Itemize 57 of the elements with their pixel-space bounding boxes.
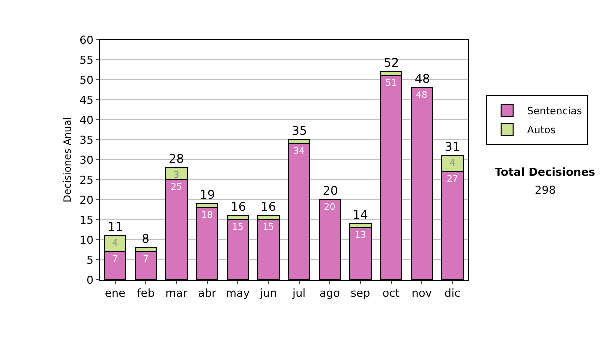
- data-label: 15: [232, 223, 244, 233]
- y-tick-label: 60: [80, 34, 94, 47]
- data-label: 7: [143, 255, 149, 265]
- x-tick-label: feb: [137, 287, 155, 300]
- total-label: 48: [415, 72, 430, 86]
- data-label: 25: [170, 183, 182, 193]
- total-label: 19: [200, 188, 216, 202]
- total-label: 14: [353, 208, 368, 222]
- x-tick-label: jul: [292, 287, 306, 300]
- total-label: 16: [261, 200, 276, 214]
- y-tick-label: 10: [80, 234, 94, 247]
- total-label: 11: [108, 220, 124, 234]
- data-label: 51: [386, 79, 398, 89]
- data-label: 18: [201, 211, 214, 221]
- y-tick-label: 40: [80, 114, 94, 127]
- y-tick-label: 35: [80, 134, 94, 147]
- y-tick-label: 30: [80, 154, 94, 167]
- data-label: 15: [262, 223, 274, 233]
- text: 298: [535, 184, 556, 197]
- y-tick-label: 25: [80, 174, 94, 187]
- total-label: 28: [169, 152, 184, 166]
- y-axis-title: Decisiones Anual: [62, 117, 74, 203]
- y-tick-label: 15: [80, 214, 94, 227]
- data-label: 7: [112, 255, 118, 265]
- y-tick-label: 5: [86, 254, 94, 267]
- x-tick-label: ene: [105, 287, 126, 300]
- total-label: 35: [292, 124, 308, 138]
- y-tick-label: 45: [80, 94, 94, 107]
- x-tick-label: ago: [320, 287, 340, 300]
- legend-label: Sentencias: [527, 106, 582, 118]
- legend-label: Autos: [527, 126, 556, 137]
- total-label: 31: [445, 140, 460, 154]
- data-label: 27: [446, 175, 458, 185]
- y-tick-label: 55: [80, 54, 94, 67]
- x-tick-label: abr: [198, 287, 217, 300]
- data-label: 48: [416, 91, 428, 101]
- x-tick-label: oct: [382, 287, 401, 300]
- y-tick-label: 20: [80, 194, 94, 207]
- data-label: 4: [112, 239, 118, 249]
- y-tick-label: 0: [86, 274, 94, 287]
- x-tick-label: mar: [166, 287, 188, 300]
- x-tick-label: may: [226, 287, 250, 300]
- x-tick-label: sep: [350, 287, 370, 300]
- data-label: 3: [174, 171, 180, 181]
- y-tick-label: 50: [80, 74, 94, 87]
- data-label: 34: [293, 147, 306, 157]
- x-tick-label: nov: [412, 287, 433, 300]
- x-tick-label: dic: [444, 287, 461, 300]
- total-label: 8: [142, 232, 150, 246]
- x-tick-label: jun: [259, 287, 278, 300]
- total-label: 20: [323, 184, 338, 198]
- total-label: 52: [384, 56, 400, 70]
- text: Total Decisiones: [495, 166, 596, 179]
- data-label: 13: [354, 231, 366, 241]
- data-label: 20: [324, 203, 336, 213]
- total-label: 16: [231, 200, 246, 214]
- data-label: 4: [450, 159, 456, 169]
